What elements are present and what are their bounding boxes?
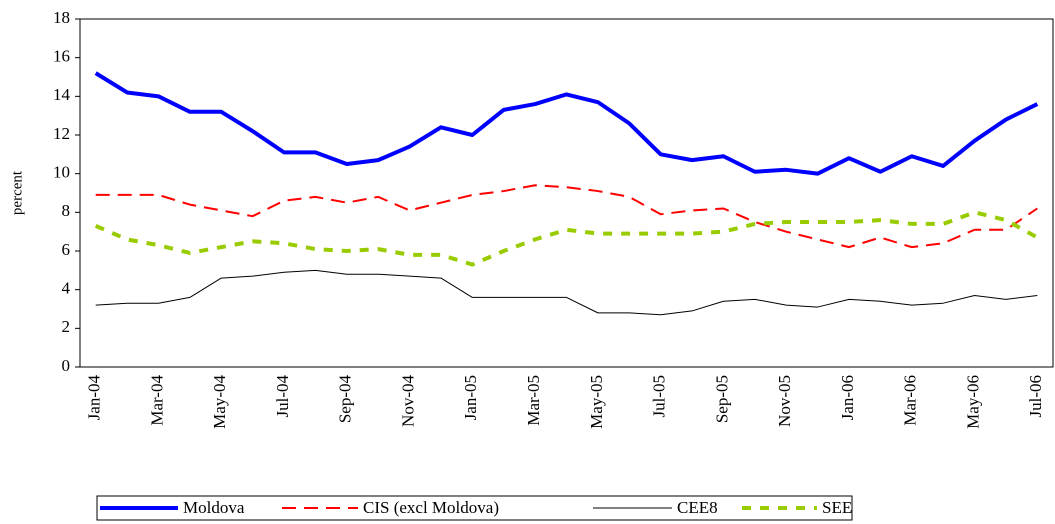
x-tick-label: Nov-04 <box>398 375 417 427</box>
x-tick-label: Jan-04 <box>85 375 104 421</box>
x-tick-label: Jan-05 <box>461 375 480 420</box>
x-tick-label: Mar-06 <box>901 375 920 426</box>
x-tick-label: May-06 <box>963 375 982 429</box>
x-tick-label: Jan-06 <box>838 375 857 420</box>
legend-label: SEE <box>822 498 852 517</box>
x-tick-label: Sep-04 <box>336 375 355 424</box>
x-tick-label: Mar-05 <box>524 375 543 426</box>
x-tick-label: Jul-04 <box>273 375 292 418</box>
y-tick-label: 18 <box>53 8 70 27</box>
y-tick-label: 10 <box>53 163 70 182</box>
series-line <box>95 269 1038 316</box>
y-tick-label: 12 <box>53 124 70 143</box>
y-tick-label: 2 <box>62 317 71 336</box>
legend-label: CEE8 <box>677 498 718 517</box>
series-line <box>94 210 1039 267</box>
legend-label: Moldova <box>183 498 245 517</box>
y-tick-label: 16 <box>53 47 70 66</box>
y-axis-label: percent <box>9 170 25 215</box>
x-tick-label: May-04 <box>210 375 229 429</box>
legend-box <box>96 495 853 521</box>
y-tick-label: 0 <box>62 356 71 375</box>
series-line <box>94 71 1039 176</box>
y-tick-label: 6 <box>62 240 71 259</box>
y-tick-label: 4 <box>62 279 71 298</box>
x-tick-label: May-05 <box>587 375 606 429</box>
x-tick-label: Sep-05 <box>712 375 731 423</box>
x-tick-label: Nov-05 <box>775 375 794 427</box>
y-tick-label: 8 <box>62 201 71 220</box>
x-tick-label: Jul-05 <box>650 375 669 418</box>
x-tick-label: Jul-06 <box>1026 375 1045 418</box>
series-line <box>95 184 1038 249</box>
y-tick-label: 14 <box>53 85 71 104</box>
plot-frame <box>79 18 1054 368</box>
x-tick-label: Mar-04 <box>147 375 166 426</box>
legend-label: CIS (excl Moldova) <box>363 498 499 517</box>
